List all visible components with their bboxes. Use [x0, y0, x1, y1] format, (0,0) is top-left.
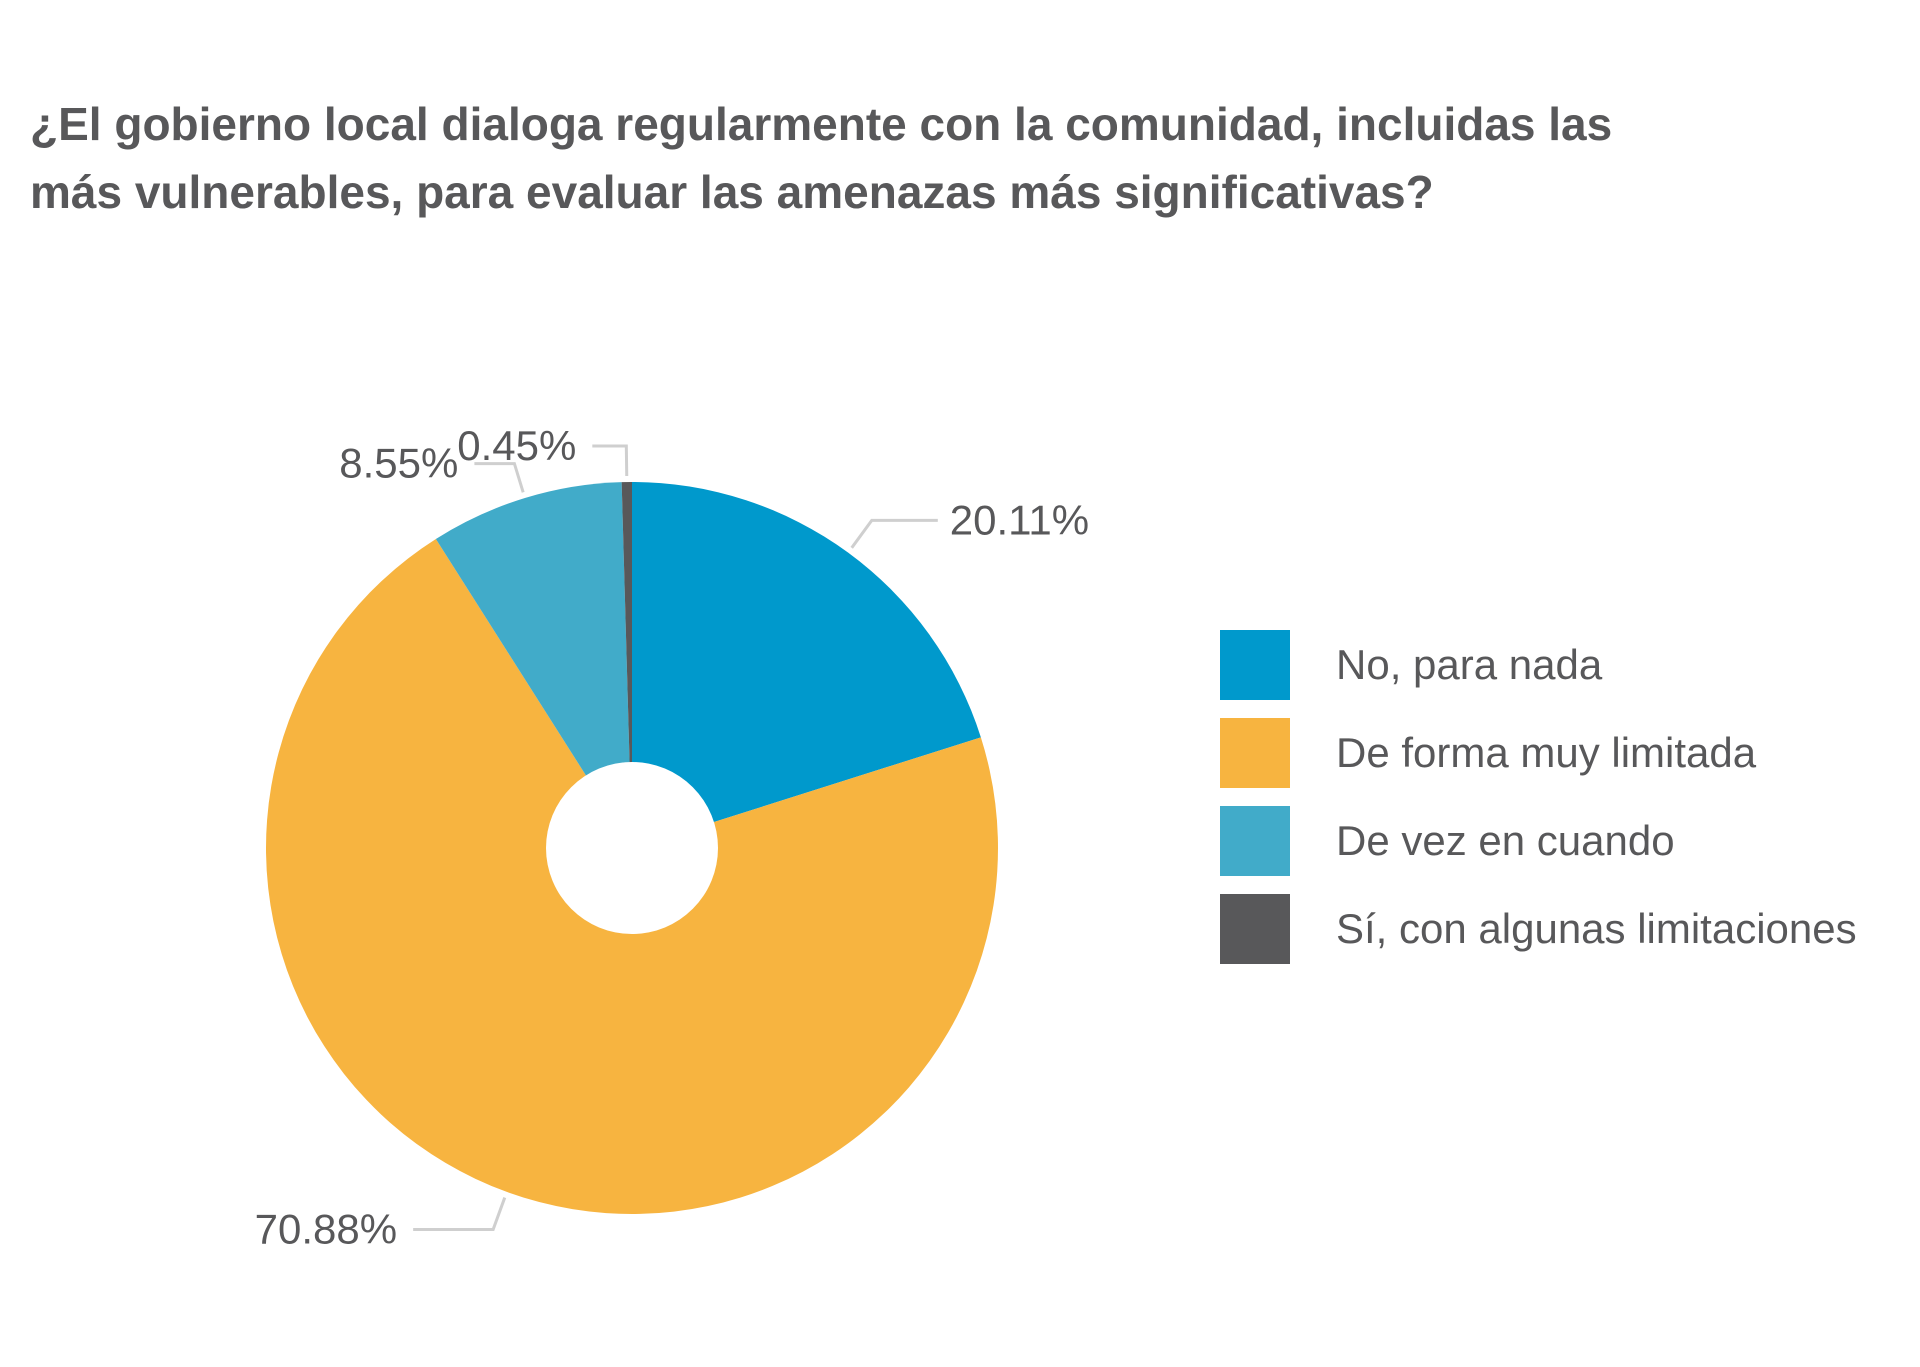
- leader-lines: [413, 444, 938, 1232]
- pie-slice-si-con-algunas-limitaciones: [621, 482, 632, 848]
- chart-title-line-2: más vulnerables, para evaluar las amenaz…: [30, 166, 1434, 218]
- slice-label-si-con-algunas-limitaciones: 0.45%: [457, 422, 576, 469]
- slice-label-de-forma-muy-limitada: 70.88%: [255, 1206, 397, 1253]
- chart-title: ¿El gobierno local dialoga regularmente …: [30, 90, 1890, 226]
- slice-labels: 20.11% 70.88% 8.55%0.45%: [255, 422, 1089, 1252]
- chart-title-line-1: ¿El gobierno local dialoga regularmente …: [30, 98, 1613, 150]
- leader-line-de-forma-muy-limitada: [413, 1197, 507, 1232]
- leader-line-de-vez-en-cuando: [474, 462, 525, 493]
- donut-hole: [546, 762, 718, 934]
- pie-slice-de-vez-en-cuando: [435, 482, 632, 848]
- legend-swatch-de-forma-muy-limitada: [1220, 718, 1290, 788]
- legend-label-de-vez-en-cuando: De vez en cuando: [1336, 817, 1675, 864]
- legend-label-si-con-algunas-limitaciones: Sí, con algunas limitaciones: [1336, 905, 1857, 952]
- slice-label-de-vez-en-cuando: 8.55%: [339, 440, 458, 487]
- legend-swatch-no-para-nada: [1220, 630, 1290, 700]
- legend-swatch-de-vez-en-cuando: [1220, 806, 1290, 876]
- leader-line-si-con-algunas-limitaciones: [592, 444, 629, 477]
- legend-label-no-para-nada: No, para nada: [1336, 641, 1603, 688]
- legend-swatch-si-con-algunas-limitaciones: [1220, 894, 1290, 964]
- legend-label-de-forma-muy-limitada: De forma muy limitada: [1336, 729, 1757, 776]
- slice-label-no-para-nada: 20.11%: [950, 496, 1089, 543]
- pie-slice-no-para-nada: [632, 482, 981, 848]
- leader-line-no-para-nada: [850, 518, 938, 549]
